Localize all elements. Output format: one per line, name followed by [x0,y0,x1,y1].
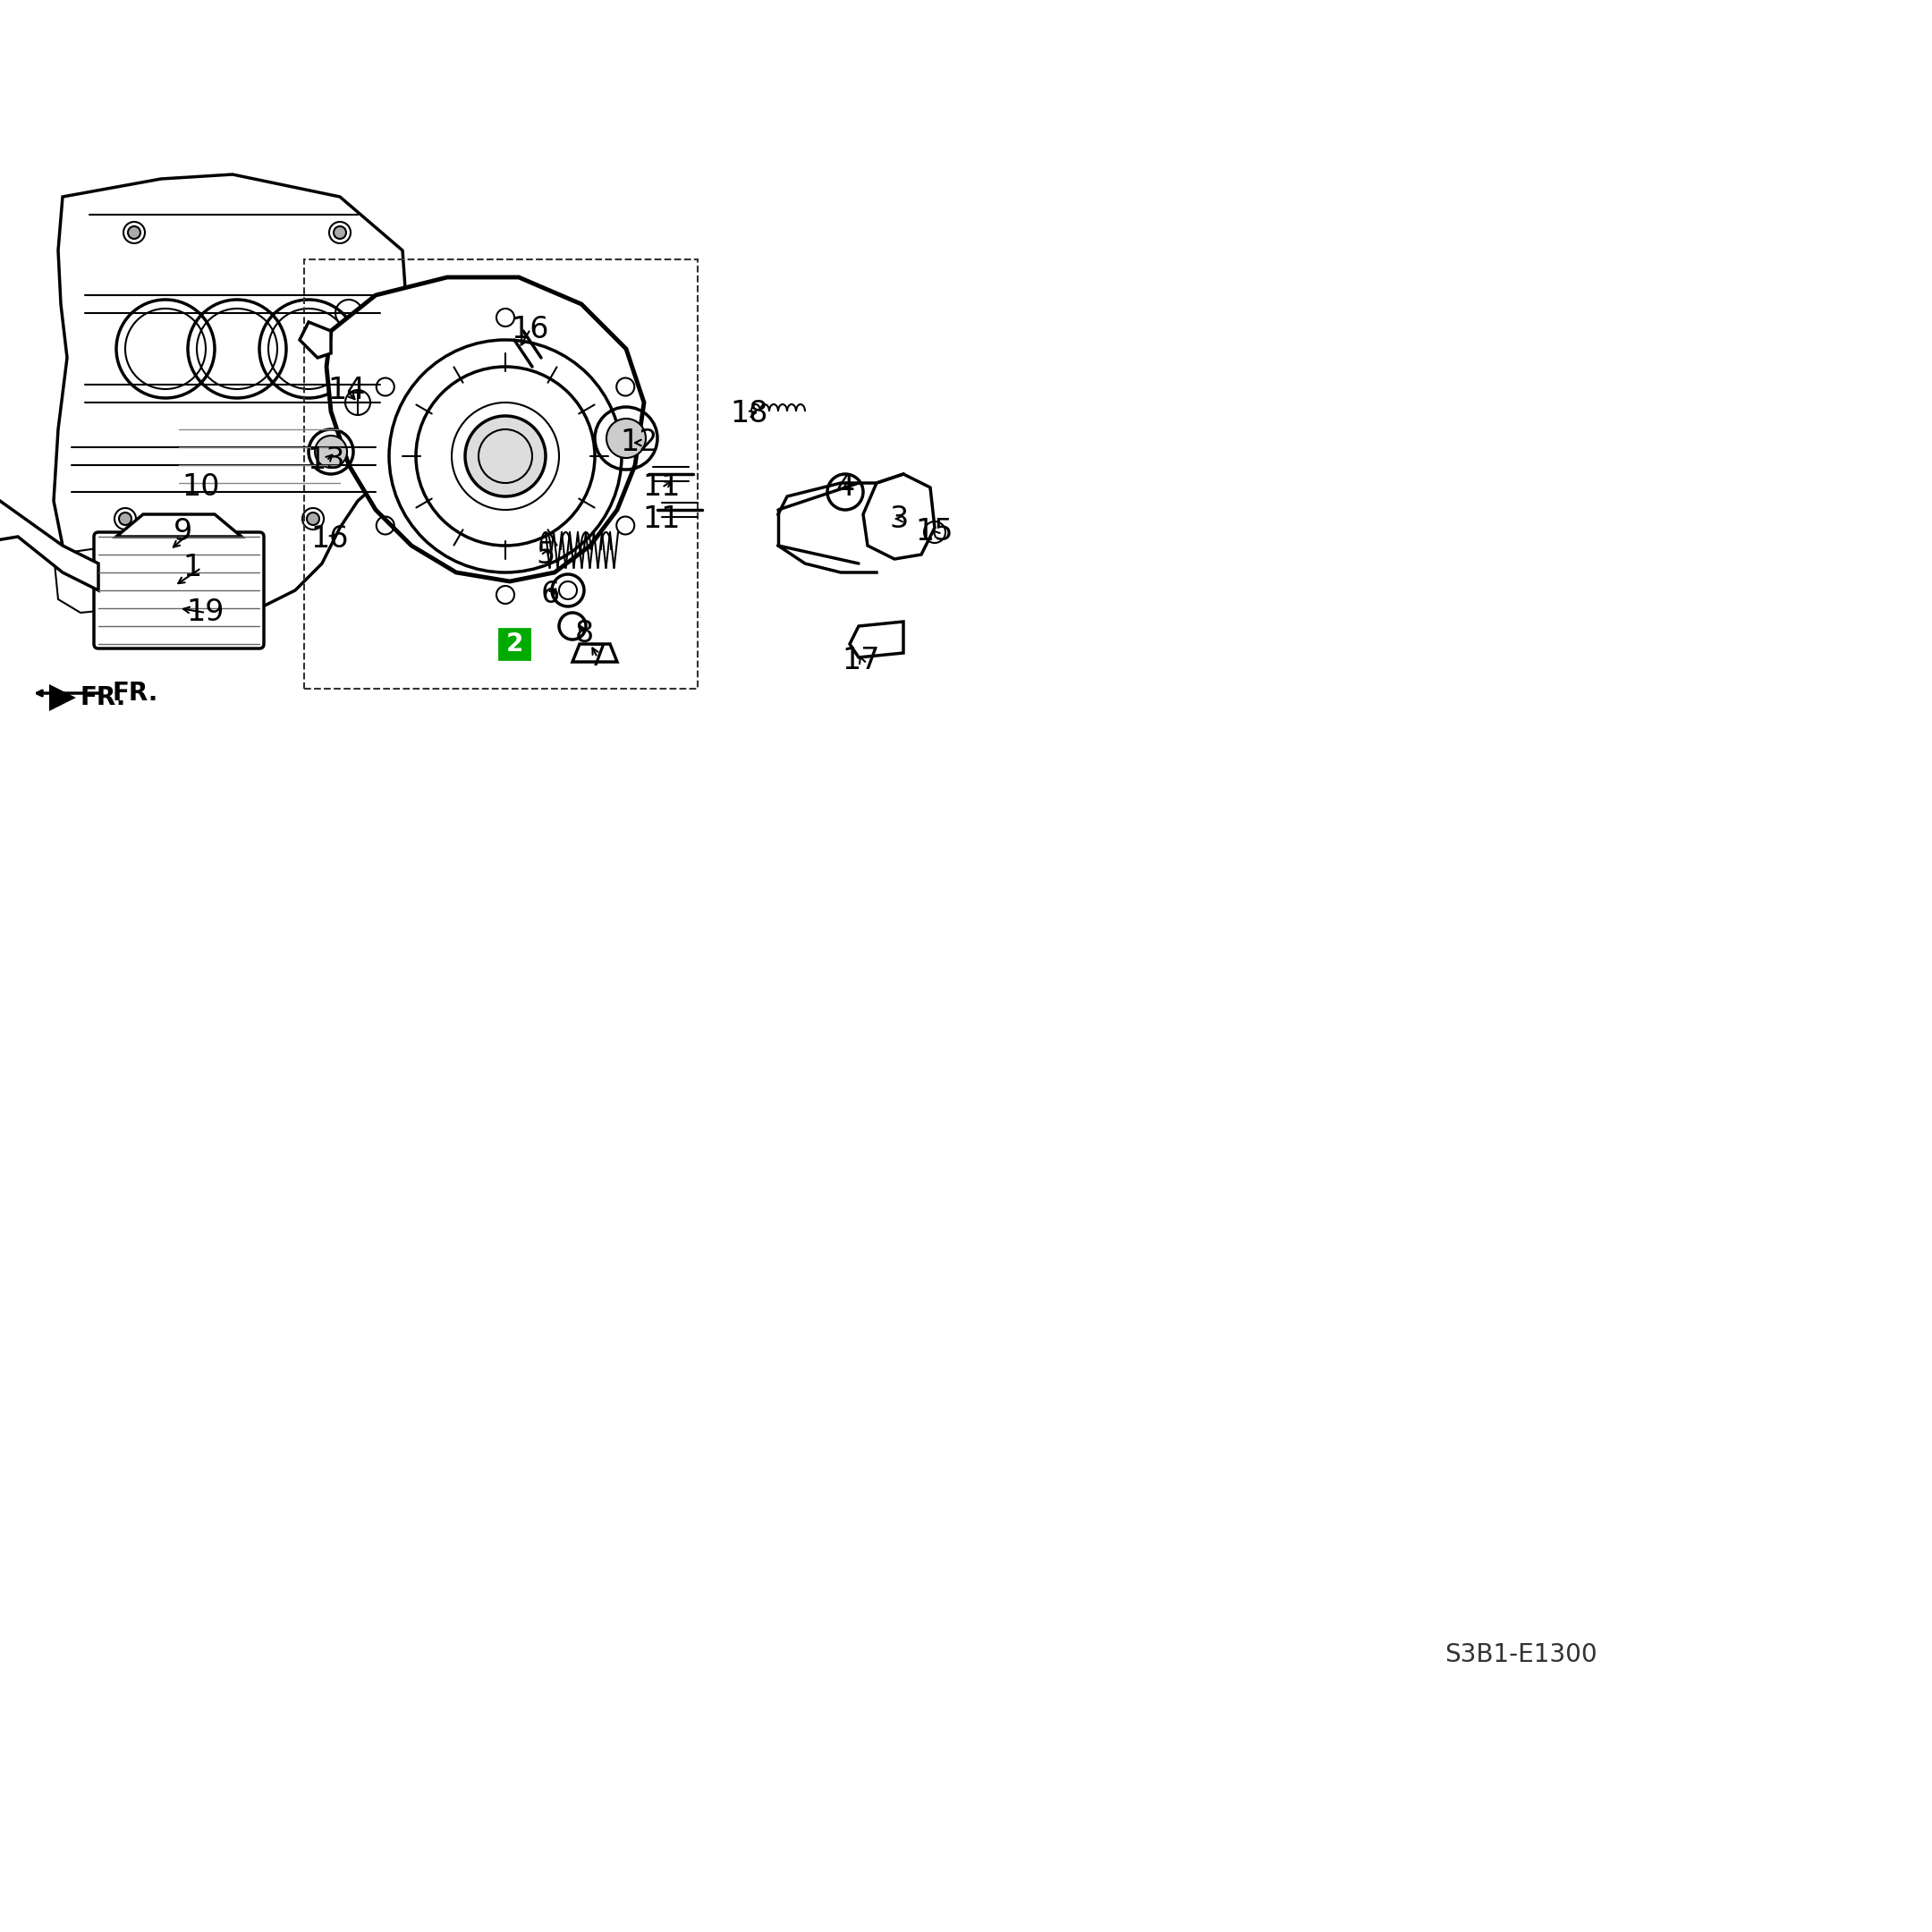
Text: 18: 18 [730,400,769,429]
Text: 12: 12 [620,429,659,458]
Text: 11: 11 [643,504,680,533]
Circle shape [334,226,346,240]
Circle shape [307,512,319,526]
Circle shape [607,419,645,458]
Text: 3: 3 [889,504,908,533]
Text: 17: 17 [842,645,881,674]
Polygon shape [864,473,935,558]
Text: FR.: FR. [112,680,158,705]
Text: 5: 5 [535,539,554,570]
Text: FR.: FR. [81,686,126,711]
Text: 16: 16 [311,526,350,554]
Text: 2: 2 [504,634,524,663]
Text: 1: 1 [184,553,201,583]
Text: S3B1-E1300: S3B1-E1300 [1445,1642,1598,1667]
Text: 19: 19 [187,597,224,628]
Text: 8: 8 [574,618,593,647]
Polygon shape [54,545,143,612]
FancyBboxPatch shape [498,628,529,659]
Polygon shape [116,514,242,537]
Polygon shape [299,323,330,357]
Circle shape [466,415,545,497]
Circle shape [315,435,348,468]
Text: 10: 10 [182,473,220,502]
Polygon shape [48,684,75,711]
FancyBboxPatch shape [95,531,265,649]
Circle shape [120,512,131,526]
Text: 16: 16 [512,315,549,344]
Text: 15: 15 [916,518,954,547]
Text: 4: 4 [837,473,854,502]
Text: 14: 14 [328,377,365,406]
Text: 2: 2 [506,632,524,657]
Text: 7: 7 [587,643,607,672]
Polygon shape [0,500,99,591]
Text: 9: 9 [174,518,193,547]
Circle shape [128,226,141,240]
Polygon shape [327,278,643,582]
Polygon shape [54,174,408,636]
Text: 13: 13 [307,446,346,475]
Bar [303,259,697,688]
Text: 11: 11 [643,473,680,502]
Polygon shape [572,643,616,663]
Polygon shape [850,622,904,657]
Text: 6: 6 [541,580,560,611]
